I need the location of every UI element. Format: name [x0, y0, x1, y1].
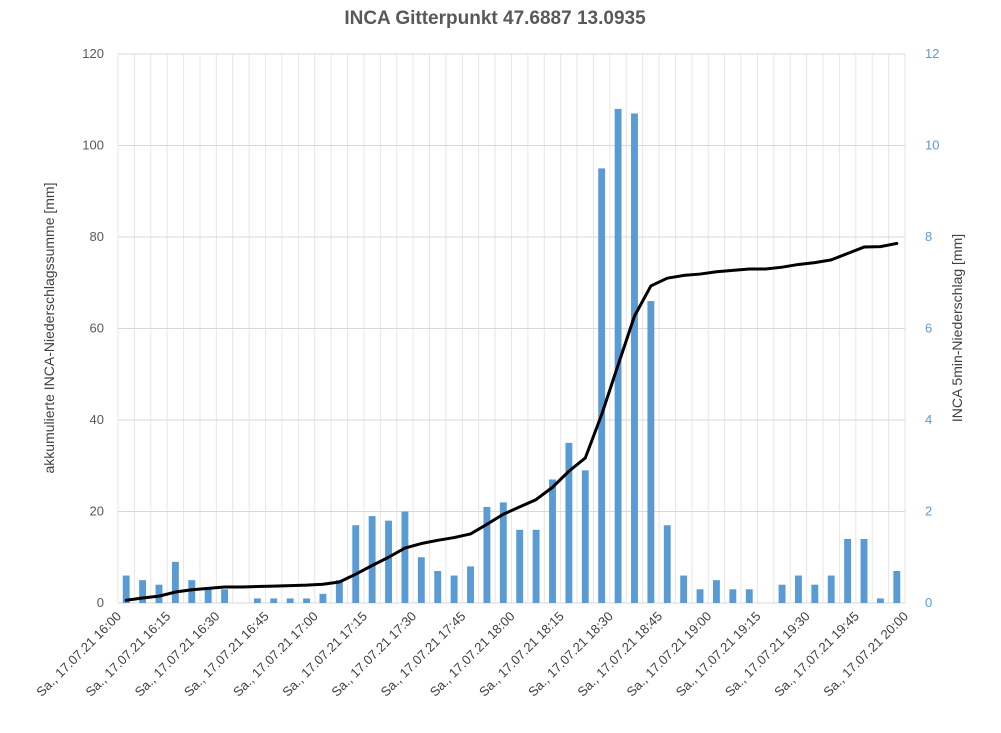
bar — [467, 566, 474, 603]
left-tick-label: 120 — [82, 46, 104, 61]
bar — [893, 570, 901, 603]
line-series — [124, 241, 899, 602]
x-tick-label: Sa., 17.07.21 19:15 — [673, 609, 764, 700]
x-tick-label: Sa., 17.07.21 17:45 — [378, 609, 469, 700]
bar — [844, 538, 852, 603]
bar — [581, 470, 589, 603]
right-tick-label: 0 — [925, 595, 932, 610]
bar — [188, 580, 196, 604]
bar — [204, 589, 212, 603]
bar — [139, 580, 147, 604]
bar — [122, 575, 130, 603]
bar — [171, 561, 179, 603]
bar — [303, 598, 310, 603]
bar — [516, 529, 524, 603]
left-axis-title: akkumulierte INCA-Niederschlagssumme [mm… — [41, 183, 57, 474]
x-tick-label: Sa., 17.07.21 17:15 — [279, 609, 370, 700]
bar — [352, 525, 360, 603]
bar — [811, 584, 819, 603]
bar — [434, 570, 442, 603]
bar — [286, 598, 294, 603]
right-tick-label: 10 — [925, 138, 939, 153]
chart-title: INCA Gitterpunkt 47.6887 13.0935 — [344, 8, 646, 29]
right-tick-label: 8 — [925, 229, 932, 244]
left-tick-label: 0 — [97, 595, 104, 610]
bar — [499, 502, 507, 603]
bar — [401, 511, 409, 603]
right-tick-label: 6 — [925, 321, 932, 336]
bar — [745, 589, 753, 603]
x-tick-label: Sa., 17.07.21 16:45 — [181, 609, 272, 700]
bar — [680, 575, 688, 603]
x-tick-label: Sa., 17.07.21 18:15 — [476, 609, 567, 700]
bar — [417, 557, 425, 603]
x-tick-label: Sa., 17.07.21 20:00 — [820, 609, 911, 700]
x-tick-label: Sa., 17.07.21 16:00 — [33, 609, 124, 700]
bar — [483, 506, 491, 603]
right-tick-label: 4 — [925, 412, 932, 427]
x-tick-label: Sa., 17.07.21 17:30 — [328, 609, 419, 700]
bar — [876, 598, 884, 603]
right-tick-label: 12 — [925, 46, 939, 61]
x-tick-label: Sa., 17.07.21 16:30 — [132, 609, 223, 700]
bar — [155, 584, 163, 603]
bar-series — [122, 108, 901, 604]
x-tick-label: Sa., 17.07.21 18:30 — [525, 609, 616, 700]
bar — [335, 580, 343, 604]
bar — [631, 113, 638, 603]
bar — [368, 516, 376, 603]
left-tick-label: 60 — [90, 321, 104, 336]
x-tick-label: Sa., 17.07.21 18:45 — [574, 609, 665, 700]
cumulative-line — [124, 241, 899, 602]
bar — [696, 589, 704, 603]
bar — [221, 589, 229, 603]
left-tick-label: 80 — [90, 229, 104, 244]
left-tick-label: 100 — [82, 138, 104, 153]
left-tick-label: 20 — [90, 504, 104, 519]
bar — [663, 525, 671, 603]
left-tick-label: 40 — [90, 412, 104, 427]
bar — [319, 593, 327, 603]
bar — [778, 584, 786, 603]
bar — [598, 168, 606, 604]
right-tick-label: 2 — [925, 504, 932, 519]
bar — [565, 442, 573, 604]
bar — [647, 301, 655, 603]
bar — [614, 108, 622, 604]
x-tick-label: Sa., 17.07.21 19:45 — [771, 609, 862, 700]
bar — [253, 598, 261, 603]
bar — [713, 580, 720, 604]
right-axis-title: INCA 5min-Niederschlag [mm] — [949, 234, 965, 422]
x-tick-label: Sa., 17.07.21 17:00 — [230, 609, 321, 700]
bar — [729, 589, 737, 603]
x-tick-label: Sa., 17.07.21 19:30 — [722, 609, 813, 700]
right-axis-ticks: 0 2 4 6 8 10 12 — [925, 46, 939, 610]
x-tick-label: Sa., 17.07.21 16:15 — [82, 609, 173, 700]
left-axis-ticks: 0 20 40 60 80 100 120 — [82, 46, 104, 610]
bar — [794, 575, 802, 603]
bar — [450, 575, 458, 603]
bar — [385, 520, 392, 603]
bar — [532, 529, 540, 603]
bar — [549, 479, 556, 603]
x-tick-label: Sa., 17.07.21 18:00 — [427, 609, 518, 700]
bar — [827, 575, 835, 603]
bar — [860, 538, 868, 603]
bar — [270, 598, 278, 603]
x-tick-label: Sa., 17.07.21 19:00 — [624, 609, 715, 700]
